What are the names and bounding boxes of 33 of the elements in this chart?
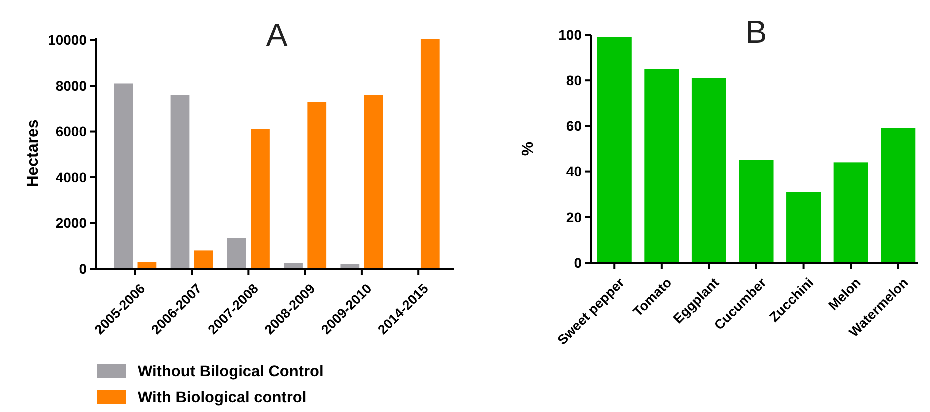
y-tick-label: 20 [566, 209, 582, 226]
bar [420, 39, 440, 269]
bar [644, 69, 680, 263]
bar [194, 250, 214, 269]
bar [786, 192, 822, 263]
y-tick-label: 40 [566, 164, 582, 180]
chart-title: B [746, 14, 768, 50]
legend-label: Without Bilogical Control [138, 363, 324, 380]
bar [114, 84, 134, 269]
y-tick-label: 8000 [56, 78, 88, 94]
bar [739, 160, 774, 263]
bar [251, 129, 270, 269]
y-tick-label: 4000 [56, 169, 88, 186]
bar [692, 78, 726, 263]
legend-label: With Biological control [138, 389, 307, 406]
bar [364, 95, 384, 269]
y-axis-title: % [520, 142, 537, 156]
y-tick-label: 80 [566, 72, 582, 88]
y-tick-label: 0 [79, 260, 88, 277]
bar [227, 238, 246, 269]
y-tick-label: 60 [566, 118, 582, 134]
y-tick-label: 100 [558, 26, 582, 43]
bar [597, 37, 632, 263]
y-axis-title: Hectares [25, 120, 42, 188]
bar [170, 95, 190, 269]
y-tick-label: 6000 [56, 124, 88, 140]
bar [834, 162, 868, 263]
y-tick-label: 2000 [56, 215, 88, 232]
bar [881, 128, 916, 263]
chart-title: A [266, 17, 288, 53]
y-tick-label: 0 [574, 254, 582, 271]
y-tick-label: 10000 [48, 32, 88, 48]
bar [308, 102, 327, 269]
